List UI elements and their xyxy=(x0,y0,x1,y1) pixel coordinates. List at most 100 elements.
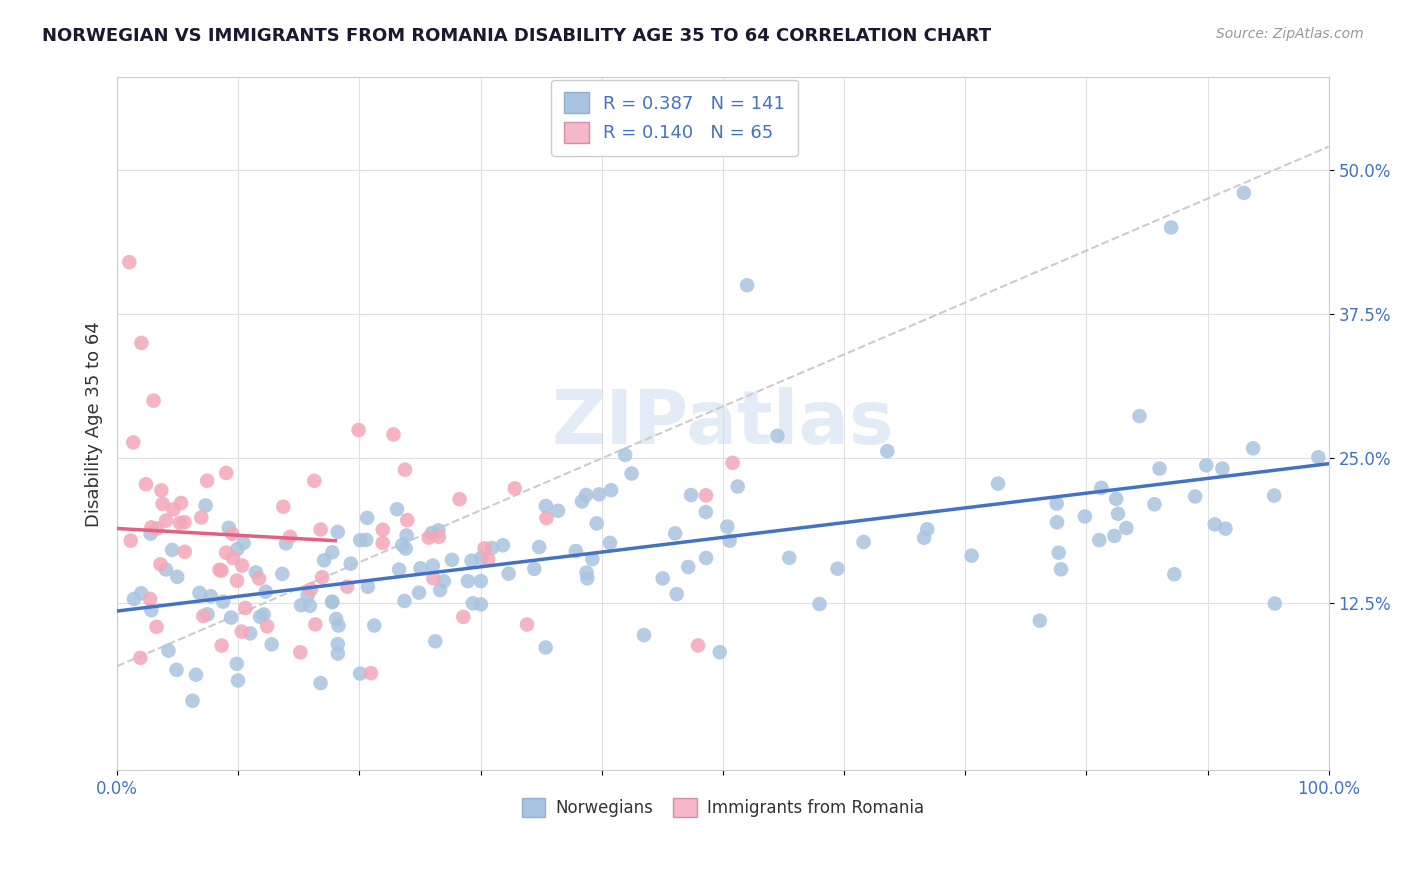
Point xyxy=(600,483,623,498)
Point xyxy=(173,545,195,559)
Point xyxy=(382,427,405,442)
Point xyxy=(547,504,569,518)
Point xyxy=(197,607,219,622)
Point xyxy=(304,617,326,632)
Point xyxy=(170,496,193,510)
Point xyxy=(1308,450,1330,465)
Point xyxy=(588,487,610,501)
Point xyxy=(391,538,413,552)
Point xyxy=(254,584,277,599)
Point xyxy=(912,531,935,545)
Point xyxy=(460,554,482,568)
Point xyxy=(225,657,247,671)
Point xyxy=(326,524,349,539)
Point xyxy=(695,505,717,519)
Point xyxy=(193,609,215,624)
Point xyxy=(425,634,447,648)
Point xyxy=(681,488,703,502)
Point xyxy=(309,523,332,537)
Point xyxy=(122,435,145,450)
Point xyxy=(718,533,741,548)
Point xyxy=(145,620,167,634)
Point xyxy=(297,588,319,602)
Point xyxy=(169,516,191,530)
Point xyxy=(664,526,686,541)
Point xyxy=(311,570,333,584)
Point xyxy=(166,663,188,677)
Point xyxy=(474,541,496,556)
Point xyxy=(325,612,347,626)
Point xyxy=(141,520,163,534)
Point xyxy=(1215,522,1237,536)
Point xyxy=(122,591,145,606)
Point xyxy=(575,488,598,502)
Point xyxy=(534,640,557,655)
Point xyxy=(226,673,249,688)
Point xyxy=(385,502,408,516)
Point xyxy=(1104,529,1126,543)
Point xyxy=(1184,490,1206,504)
Point xyxy=(173,515,195,529)
Point xyxy=(215,546,238,560)
Point xyxy=(309,676,332,690)
Point xyxy=(152,497,174,511)
Point xyxy=(1088,533,1111,547)
Point xyxy=(120,533,142,548)
Point xyxy=(1050,562,1073,576)
Point xyxy=(396,513,419,527)
Point xyxy=(394,594,416,608)
Point xyxy=(135,477,157,491)
Point xyxy=(347,423,370,437)
Point xyxy=(1047,546,1070,560)
Point xyxy=(915,522,938,536)
Point xyxy=(226,574,249,588)
Point xyxy=(778,550,800,565)
Point xyxy=(321,595,343,609)
Point xyxy=(271,566,294,581)
Point xyxy=(1046,516,1069,530)
Point xyxy=(226,542,249,557)
Point xyxy=(565,544,588,558)
Point xyxy=(1107,507,1129,521)
Point xyxy=(200,589,222,603)
Point xyxy=(427,530,450,544)
Point xyxy=(470,574,492,588)
Point xyxy=(461,596,484,610)
Point xyxy=(141,603,163,617)
Point xyxy=(155,514,177,528)
Point xyxy=(1105,491,1128,506)
Point xyxy=(1195,458,1218,473)
Point xyxy=(709,645,731,659)
Point xyxy=(686,639,709,653)
Point xyxy=(721,456,744,470)
Point xyxy=(1074,509,1097,524)
Point xyxy=(357,580,380,594)
Point xyxy=(349,666,371,681)
Point xyxy=(1128,409,1150,424)
Point xyxy=(960,549,983,563)
Point xyxy=(1241,442,1264,456)
Point xyxy=(231,624,253,639)
Point xyxy=(290,599,312,613)
Point xyxy=(394,463,416,477)
Point xyxy=(349,533,371,548)
Point xyxy=(215,466,238,480)
Point xyxy=(695,551,717,566)
Point xyxy=(585,516,607,531)
Point xyxy=(139,526,162,541)
Point xyxy=(256,619,278,633)
Point xyxy=(536,511,558,525)
Point xyxy=(326,637,349,651)
Point xyxy=(131,335,153,350)
Point xyxy=(239,626,262,640)
Point xyxy=(433,574,456,589)
Point xyxy=(1233,186,1256,200)
Point xyxy=(827,562,849,576)
Point xyxy=(876,444,898,458)
Point xyxy=(735,278,758,293)
Point xyxy=(190,510,212,524)
Point xyxy=(312,553,335,567)
Point xyxy=(1090,481,1112,495)
Point xyxy=(371,523,394,537)
Point xyxy=(523,562,546,576)
